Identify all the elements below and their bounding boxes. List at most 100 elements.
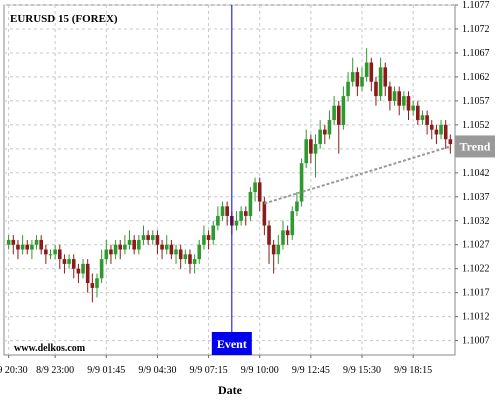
candle-body	[239, 211, 243, 221]
candle-body	[420, 115, 425, 121]
candle-body	[402, 96, 406, 106]
candle-body	[109, 249, 113, 255]
candle-body	[95, 278, 99, 288]
candle-body	[383, 67, 388, 87]
x-tick-label: 9/9 12:45	[292, 365, 330, 376]
candle-body	[85, 263, 90, 284]
candle-body	[39, 239, 43, 250]
chart-title: EURUSD 15 (FOREX)	[10, 13, 118, 25]
candle-body	[285, 230, 290, 236]
candle-body	[434, 129, 439, 135]
candle-body	[299, 163, 304, 202]
x-tick-label: 8/9 20:30	[0, 365, 28, 376]
y-tick-label: 1.1022	[462, 264, 490, 275]
candle-body	[220, 206, 225, 216]
candle-body	[378, 67, 383, 97]
candle-body	[137, 239, 141, 250]
x-tick-label: 9/9 15:30	[343, 365, 381, 376]
candle-body	[48, 254, 53, 256]
y-tick-label: 1.1057	[462, 96, 490, 107]
candles	[6, 48, 453, 303]
plot-frame	[3, 4, 456, 356]
candle-body	[425, 115, 429, 125]
candle-body	[20, 244, 25, 250]
candle-body	[313, 144, 318, 154]
x-tick-label: 8/9 23:00	[36, 365, 74, 376]
candle-body	[57, 249, 62, 260]
candle-body	[271, 244, 276, 255]
candle-body	[429, 124, 434, 130]
candle-body	[174, 249, 178, 255]
candle-body	[411, 105, 415, 111]
x-tick-label: 9/9 18:15	[394, 365, 432, 376]
candle-body	[81, 263, 85, 274]
candle-body	[44, 249, 48, 255]
candle-body	[113, 244, 118, 255]
candle-body	[183, 254, 188, 260]
candle-body	[164, 244, 169, 250]
candle-body	[406, 96, 411, 111]
candle-body	[141, 235, 146, 240]
candle-body	[397, 91, 402, 106]
candle-body	[206, 235, 211, 240]
y-tick-label: 1.1077	[462, 0, 490, 11]
candle-body	[439, 124, 443, 135]
candle-body	[225, 206, 229, 216]
candle-body	[290, 211, 295, 236]
candle-body	[323, 129, 327, 135]
candle-body	[416, 105, 420, 121]
candle-body	[267, 225, 271, 245]
candle-body	[304, 139, 309, 164]
y-tick-label: 1.1032	[462, 216, 490, 227]
candle-body	[34, 239, 39, 245]
y-tick-label: 1.1042	[462, 168, 490, 179]
x-axis-label: Date	[218, 383, 243, 397]
y-tick-label: 1.1067	[462, 48, 490, 59]
y-tick-label: 1.1017	[462, 288, 490, 299]
candle-body	[16, 244, 20, 250]
candle-body	[234, 220, 239, 226]
candle-body	[281, 230, 285, 245]
candle-body	[11, 239, 16, 245]
candle-body	[448, 139, 453, 145]
candle-body	[295, 201, 299, 212]
candle-body	[123, 244, 127, 250]
candle-body	[150, 235, 155, 240]
candle-body	[62, 259, 67, 264]
candle-body	[6, 239, 11, 245]
candle-body	[253, 182, 257, 192]
event-label-box	[211, 332, 252, 355]
y-tick-label: 1.1037	[462, 192, 490, 203]
candle-body	[192, 259, 197, 264]
trend-line	[264, 145, 451, 205]
x-tick-label: 9/9 04:30	[138, 365, 176, 376]
candle-body	[216, 215, 220, 226]
candle-body	[104, 249, 109, 260]
y-tick-label: 1.1007	[462, 336, 490, 347]
event-label: Event	[217, 337, 247, 351]
y-tick-label: 1.1052	[462, 120, 490, 131]
candle-body	[318, 129, 322, 145]
candle-body	[132, 239, 136, 250]
trend-label: Trend	[460, 139, 491, 153]
candle-body	[309, 139, 313, 154]
candle-body	[262, 201, 267, 226]
x-tick-label: 9/9 10:00	[241, 365, 279, 376]
candle-body	[160, 244, 164, 250]
candle-body	[53, 249, 57, 255]
trend-label-box	[455, 135, 495, 158]
candle-body	[443, 124, 448, 140]
candle-body	[99, 259, 104, 279]
y-tick-label: 1.1012	[462, 312, 490, 323]
candle-body	[346, 81, 350, 97]
candle-body	[388, 86, 392, 101]
candle-body	[67, 259, 71, 264]
candle-body	[374, 81, 378, 97]
candle-body	[25, 244, 30, 250]
candle-body	[332, 105, 336, 121]
candle-body	[155, 235, 160, 245]
candle-body	[90, 283, 95, 288]
y-tick-label: 1.1062	[462, 72, 490, 83]
candle-body	[355, 72, 360, 87]
